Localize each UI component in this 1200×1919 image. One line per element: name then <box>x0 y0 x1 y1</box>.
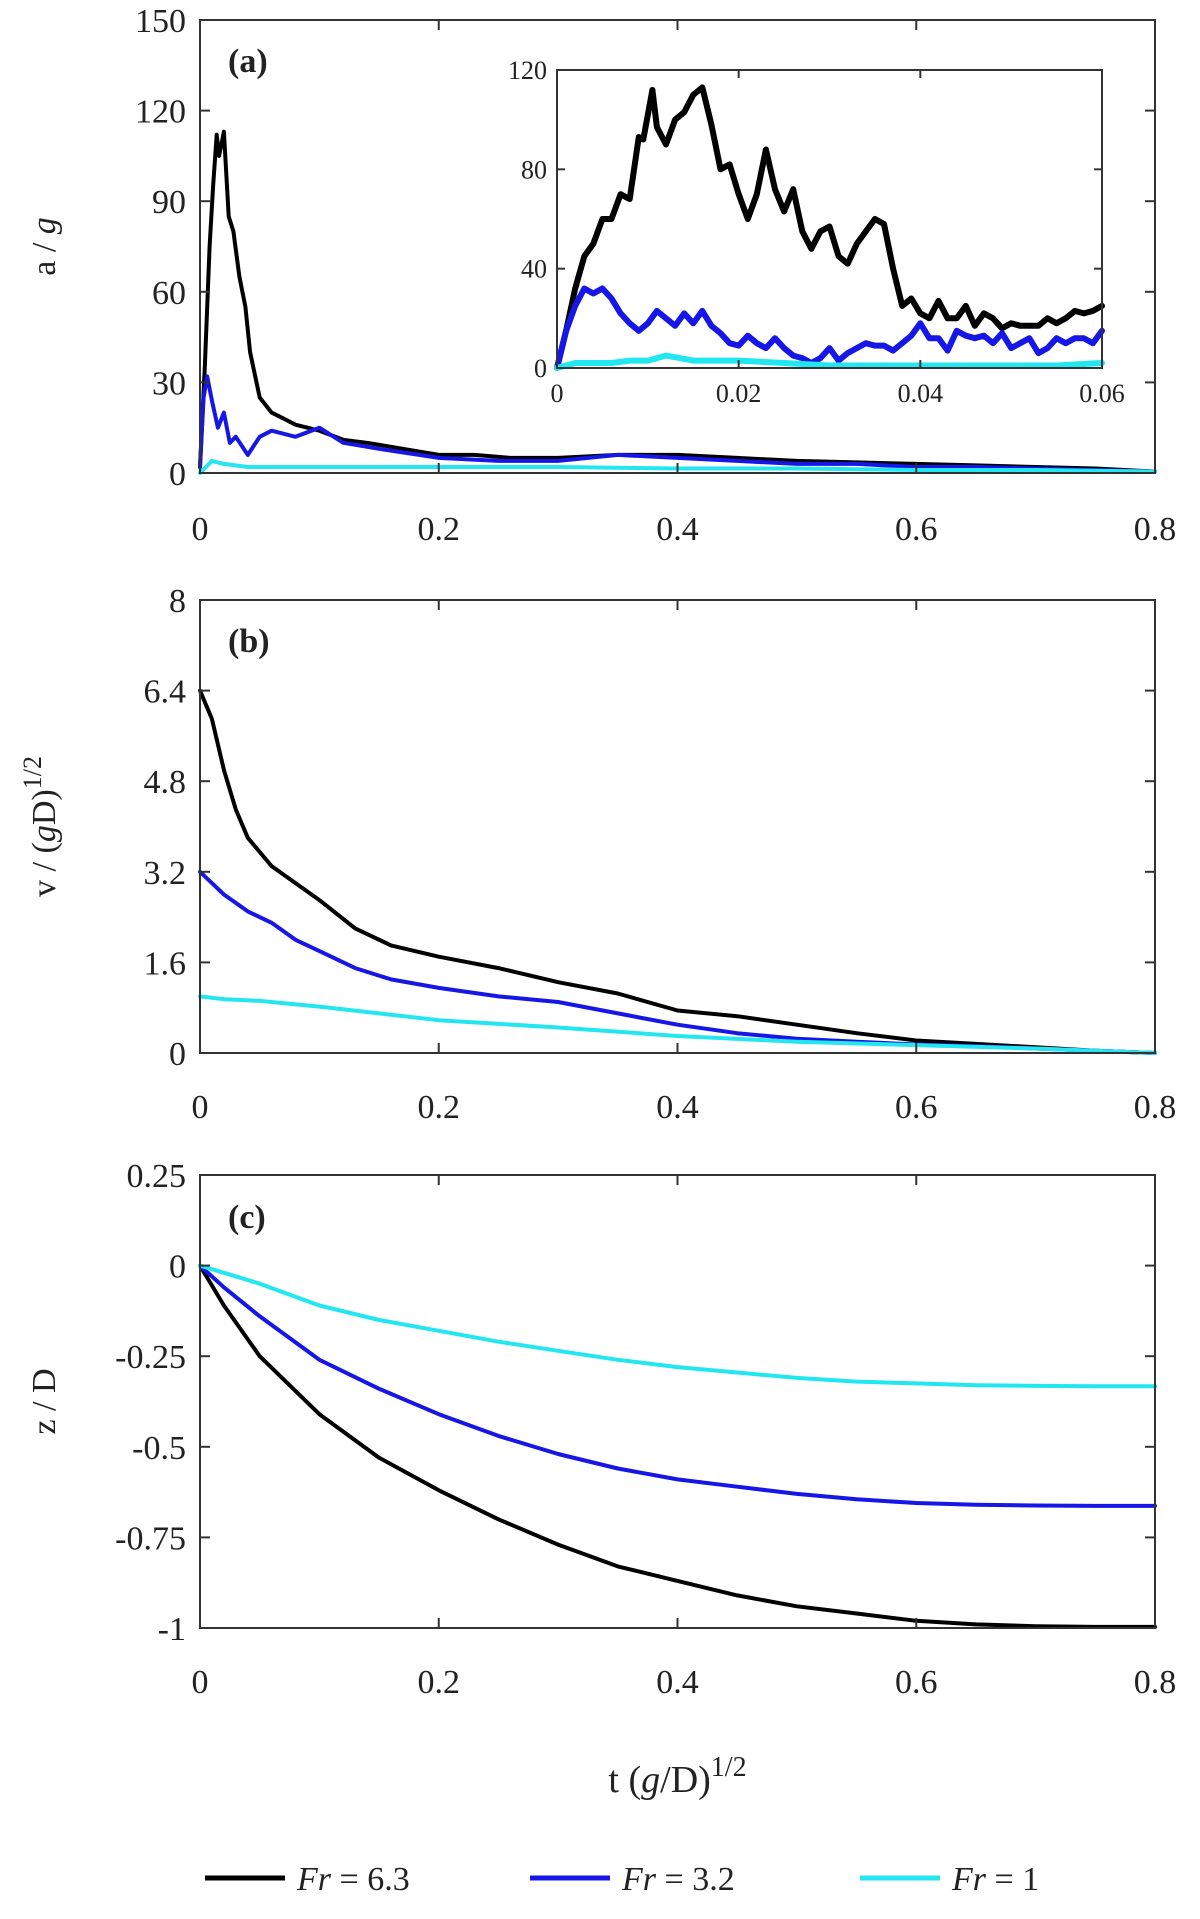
series-line-fr-1 <box>198 994 1157 1055</box>
series-line-fr-1 <box>198 1263 1157 1389</box>
x-tick-label: 0.6 <box>895 1089 938 1126</box>
y-tick-label: 0 <box>169 1249 186 1286</box>
series-line-fr-6-3 <box>198 1263 1157 1629</box>
x-axis-label: t (g/D)1/2 <box>608 1752 746 1801</box>
x-tick-label: 0.04 <box>898 379 944 408</box>
panel-label: (a) <box>228 43 268 80</box>
x-tick-label: 0.2 <box>418 1664 461 1701</box>
series-line-fr-3-2 <box>554 285 1105 371</box>
y-tick-label: -0.75 <box>115 1520 186 1557</box>
y-tick-label: 6.4 <box>144 674 187 711</box>
y-axis-label: z / D <box>26 1368 63 1434</box>
y-tick-label: 0 <box>169 456 186 493</box>
x-tick-label: 0.6 <box>895 511 938 548</box>
x-tick-label: 0.8 <box>1134 1664 1177 1701</box>
y-tick-label: 4.8 <box>144 764 187 801</box>
y-axis-label: a / g <box>26 217 63 276</box>
x-tick-label: 0.8 <box>1134 1089 1177 1126</box>
legend-label: Fr = 1 <box>951 1861 1039 1898</box>
axes-frame <box>199 599 1156 1054</box>
panel-c: 0 0.2 0.4 0.6 0.8 -1 -0.75 -0.5 -0.25 0 0.25 (c) z /… <box>26 1158 1176 1801</box>
y-tick-label: 40 <box>521 255 547 284</box>
x-tick-label: 0 <box>192 1664 209 1701</box>
x-tick-label: 0.4 <box>656 1089 699 1126</box>
x-tick-label: 0 <box>551 379 564 408</box>
x-tick-label: 0.8 <box>1134 511 1177 548</box>
series-line-fr-6-3 <box>198 688 1157 1055</box>
y-tick-label: -1 <box>158 1611 186 1648</box>
x-tick-label: 0.2 <box>418 1089 461 1126</box>
y-tick-label: 30 <box>152 365 186 402</box>
x-tick-label: 0.06 <box>1079 379 1125 408</box>
y-tick-label: 90 <box>152 184 186 221</box>
y-tick-label: 8 <box>169 583 186 620</box>
y-tick-label: 80 <box>521 155 547 184</box>
panel-a-inset: 0 0.02 0.04 0.06 0 40 80 120 <box>508 56 1125 408</box>
x-tick-label: 0 <box>192 511 209 548</box>
series-line-fr-3-2 <box>198 869 1157 1055</box>
x-tick-label: 0.4 <box>656 511 699 548</box>
y-axis-label: v / (gD)1/2 <box>18 756 63 897</box>
series-line-fr-3-2 <box>198 1263 1157 1508</box>
y-tick-label: 60 <box>152 275 186 312</box>
y-tick-label: 1.6 <box>144 945 187 982</box>
y-tick-label: 120 <box>135 94 186 131</box>
series-line-fr-3-2 <box>198 374 1157 474</box>
x-tick-label: 0.2 <box>418 511 461 548</box>
y-tick-label: 3.2 <box>144 855 187 892</box>
x-tick-label: 0 <box>192 1089 209 1126</box>
panel-b: 0 0.2 0.4 0.6 0.8 0 1.6 3.2 4.8 6.4 8 (b) v / (gD)1/… <box>18 583 1176 1126</box>
axes-frame <box>556 69 1103 369</box>
panel-a: 0 0.2 0.4 0.6 0.8 0 30 60 90 120 150 (a) a / g <box>26 3 1176 548</box>
series-line-fr-6-3 <box>554 84 1105 371</box>
legend: Fr = 6.3 Fr = 3.2 Fr = 1 <box>205 1861 1039 1898</box>
legend-label: Fr = 3.2 <box>621 1861 735 1898</box>
y-tick-label: 0.25 <box>127 1158 187 1195</box>
panel-label: (c) <box>228 1199 266 1236</box>
x-tick-label: 0.4 <box>656 1664 699 1701</box>
series-line-fr-1 <box>198 458 1157 475</box>
x-tick-label: 0.6 <box>895 1664 938 1701</box>
panel-label: (b) <box>228 623 270 660</box>
y-tick-label: 0 <box>169 1036 186 1073</box>
x-tick-label: 0.02 <box>716 379 762 408</box>
y-tick-label: 120 <box>508 56 547 85</box>
axes-frame <box>199 1174 1156 1629</box>
y-tick-label: -0.25 <box>115 1339 186 1376</box>
y-tick-label: 150 <box>135 3 186 40</box>
legend-label: Fr = 6.3 <box>296 1861 410 1898</box>
y-tick-label: -0.5 <box>132 1430 186 1467</box>
y-tick-label: 0 <box>534 354 547 383</box>
